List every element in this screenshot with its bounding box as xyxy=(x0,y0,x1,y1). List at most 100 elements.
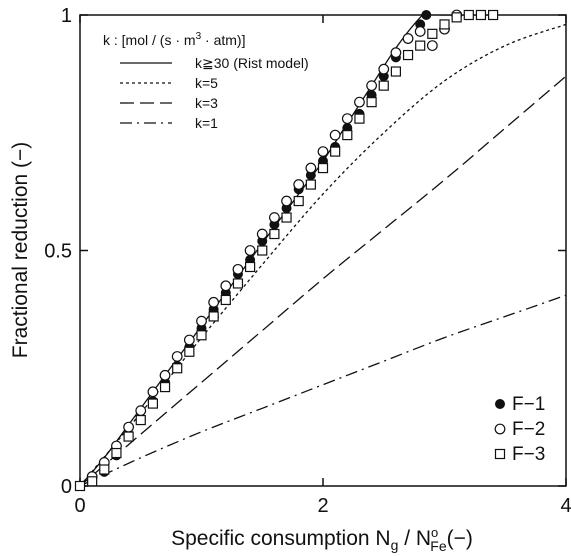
point-open-circle xyxy=(402,33,414,44)
point-open-circle xyxy=(378,63,390,75)
legend-marker-open-circle xyxy=(494,423,506,435)
point-open-circle xyxy=(220,280,232,292)
y-tick-label: 1 xyxy=(61,5,72,27)
point-open-square xyxy=(342,130,353,141)
point-open-circle xyxy=(244,245,256,256)
series-lines xyxy=(80,15,566,486)
legend-marker-filled-circle xyxy=(495,399,505,409)
point-open-square xyxy=(147,398,158,409)
point-open-circle xyxy=(305,162,317,174)
point-open-square xyxy=(74,480,86,492)
x-axis-title-main: Specific consumption N xyxy=(171,527,390,550)
x-axis-title: Specific consumption Ng / No Fe(−) xyxy=(171,525,473,554)
point-open-square xyxy=(87,476,98,487)
point-open-square xyxy=(123,431,134,442)
point-open-square xyxy=(99,464,110,475)
point-open-square xyxy=(269,228,280,240)
legend-title: k : [mol / (s · m3 · atm)] xyxy=(103,31,245,48)
legend-marker-label: F−1 xyxy=(512,394,545,415)
x-axis-title-sup-o: o xyxy=(431,525,438,540)
point-open-square xyxy=(317,162,329,174)
series-line-dashdot xyxy=(80,294,566,486)
point-open-square xyxy=(220,294,231,306)
legend-lines: k : [mol / (s · m3 · atm)] k≧30 (Rist mo… xyxy=(103,31,309,131)
legend-title-prefix: k : [mol / (s · m xyxy=(103,32,196,48)
legend-marker-open-square xyxy=(494,448,506,460)
point-open-square xyxy=(427,28,438,39)
x-axis-title-sub-g: g xyxy=(391,537,399,553)
point-open-square xyxy=(232,278,244,289)
legend-marker-label: F−3 xyxy=(512,444,545,465)
point-open-circle xyxy=(196,315,207,327)
point-open-circle xyxy=(135,405,147,417)
point-open-square xyxy=(366,97,377,108)
legend-title-sup: 3 xyxy=(196,31,202,42)
legend-title-suffix: · atm)] xyxy=(201,32,245,48)
point-open-square xyxy=(439,19,450,30)
point-open-circle xyxy=(281,195,292,207)
point-open-square xyxy=(354,113,365,124)
x-tick-label: 0 xyxy=(74,495,85,517)
point-open-square xyxy=(172,363,183,374)
data-points xyxy=(74,9,499,492)
axis-ticks: 0 2 4 0 0.5 1 xyxy=(44,5,571,517)
point-open-square xyxy=(475,9,487,21)
point-open-circle xyxy=(426,40,438,52)
series-line-dotted xyxy=(80,23,566,486)
point-open-circle xyxy=(123,421,135,433)
point-open-circle xyxy=(147,386,159,398)
point-open-square xyxy=(390,66,401,77)
legend-line-items: k≧30 (Rist model) k=5 k=3 k=1 xyxy=(120,55,309,131)
legend-marker-items: F−1 F−2 F−3 xyxy=(494,394,545,465)
point-open-circle xyxy=(366,80,378,92)
point-open-circle xyxy=(329,129,341,141)
x-axis-title-mid: / N xyxy=(398,527,431,550)
point-open-square xyxy=(402,49,414,61)
point-open-square xyxy=(305,179,316,190)
point-open-square xyxy=(330,146,341,157)
legend-label: k=3 xyxy=(195,95,218,111)
point-open-square xyxy=(415,40,426,51)
point-open-square xyxy=(488,9,499,21)
point-open-square xyxy=(159,381,171,393)
x-tick-label: 2 xyxy=(317,495,328,517)
legend-marker-label: F−2 xyxy=(512,419,545,440)
point-open-square xyxy=(463,9,474,21)
point-open-square xyxy=(245,261,256,273)
point-open-circle xyxy=(354,96,365,108)
x-axis-title-tail: (−) xyxy=(447,527,473,550)
point-open-square xyxy=(196,330,207,341)
point-open-circle xyxy=(208,296,220,308)
point-open-square xyxy=(451,12,462,23)
legend-label: k=5 xyxy=(195,75,218,91)
point-open-square xyxy=(135,414,146,426)
point-open-square xyxy=(111,447,122,459)
point-open-circle xyxy=(317,146,329,157)
x-tick-label: 4 xyxy=(560,495,571,517)
point-open-circle xyxy=(293,179,305,190)
legend-label: k=1 xyxy=(195,115,218,131)
point-open-square xyxy=(184,346,195,357)
point-open-square xyxy=(257,245,268,256)
point-open-circle xyxy=(341,113,353,125)
series-line-dashed xyxy=(80,75,566,486)
point-open-square xyxy=(293,195,304,207)
point-open-circle xyxy=(390,47,402,59)
point-open-square xyxy=(208,311,219,322)
point-open-square xyxy=(281,212,292,223)
point-open-circle xyxy=(269,212,280,223)
point-open-circle xyxy=(171,351,183,362)
legend-label: k≧30 (Rist model) xyxy=(195,55,309,71)
plot-frame xyxy=(79,14,567,487)
point-open-circle xyxy=(232,263,244,275)
y-tick-label: 0.5 xyxy=(44,241,72,263)
point-open-circle xyxy=(183,334,195,346)
y-axis-title: Fractional reduction (−) xyxy=(9,142,32,359)
x-axis-title-sub-fe: Fe xyxy=(430,538,447,554)
point-open-circle xyxy=(414,26,426,37)
point-open-circle xyxy=(159,369,171,381)
point-open-circle xyxy=(256,228,268,240)
point-filled-circle xyxy=(421,10,432,20)
point-open-square xyxy=(378,80,389,91)
